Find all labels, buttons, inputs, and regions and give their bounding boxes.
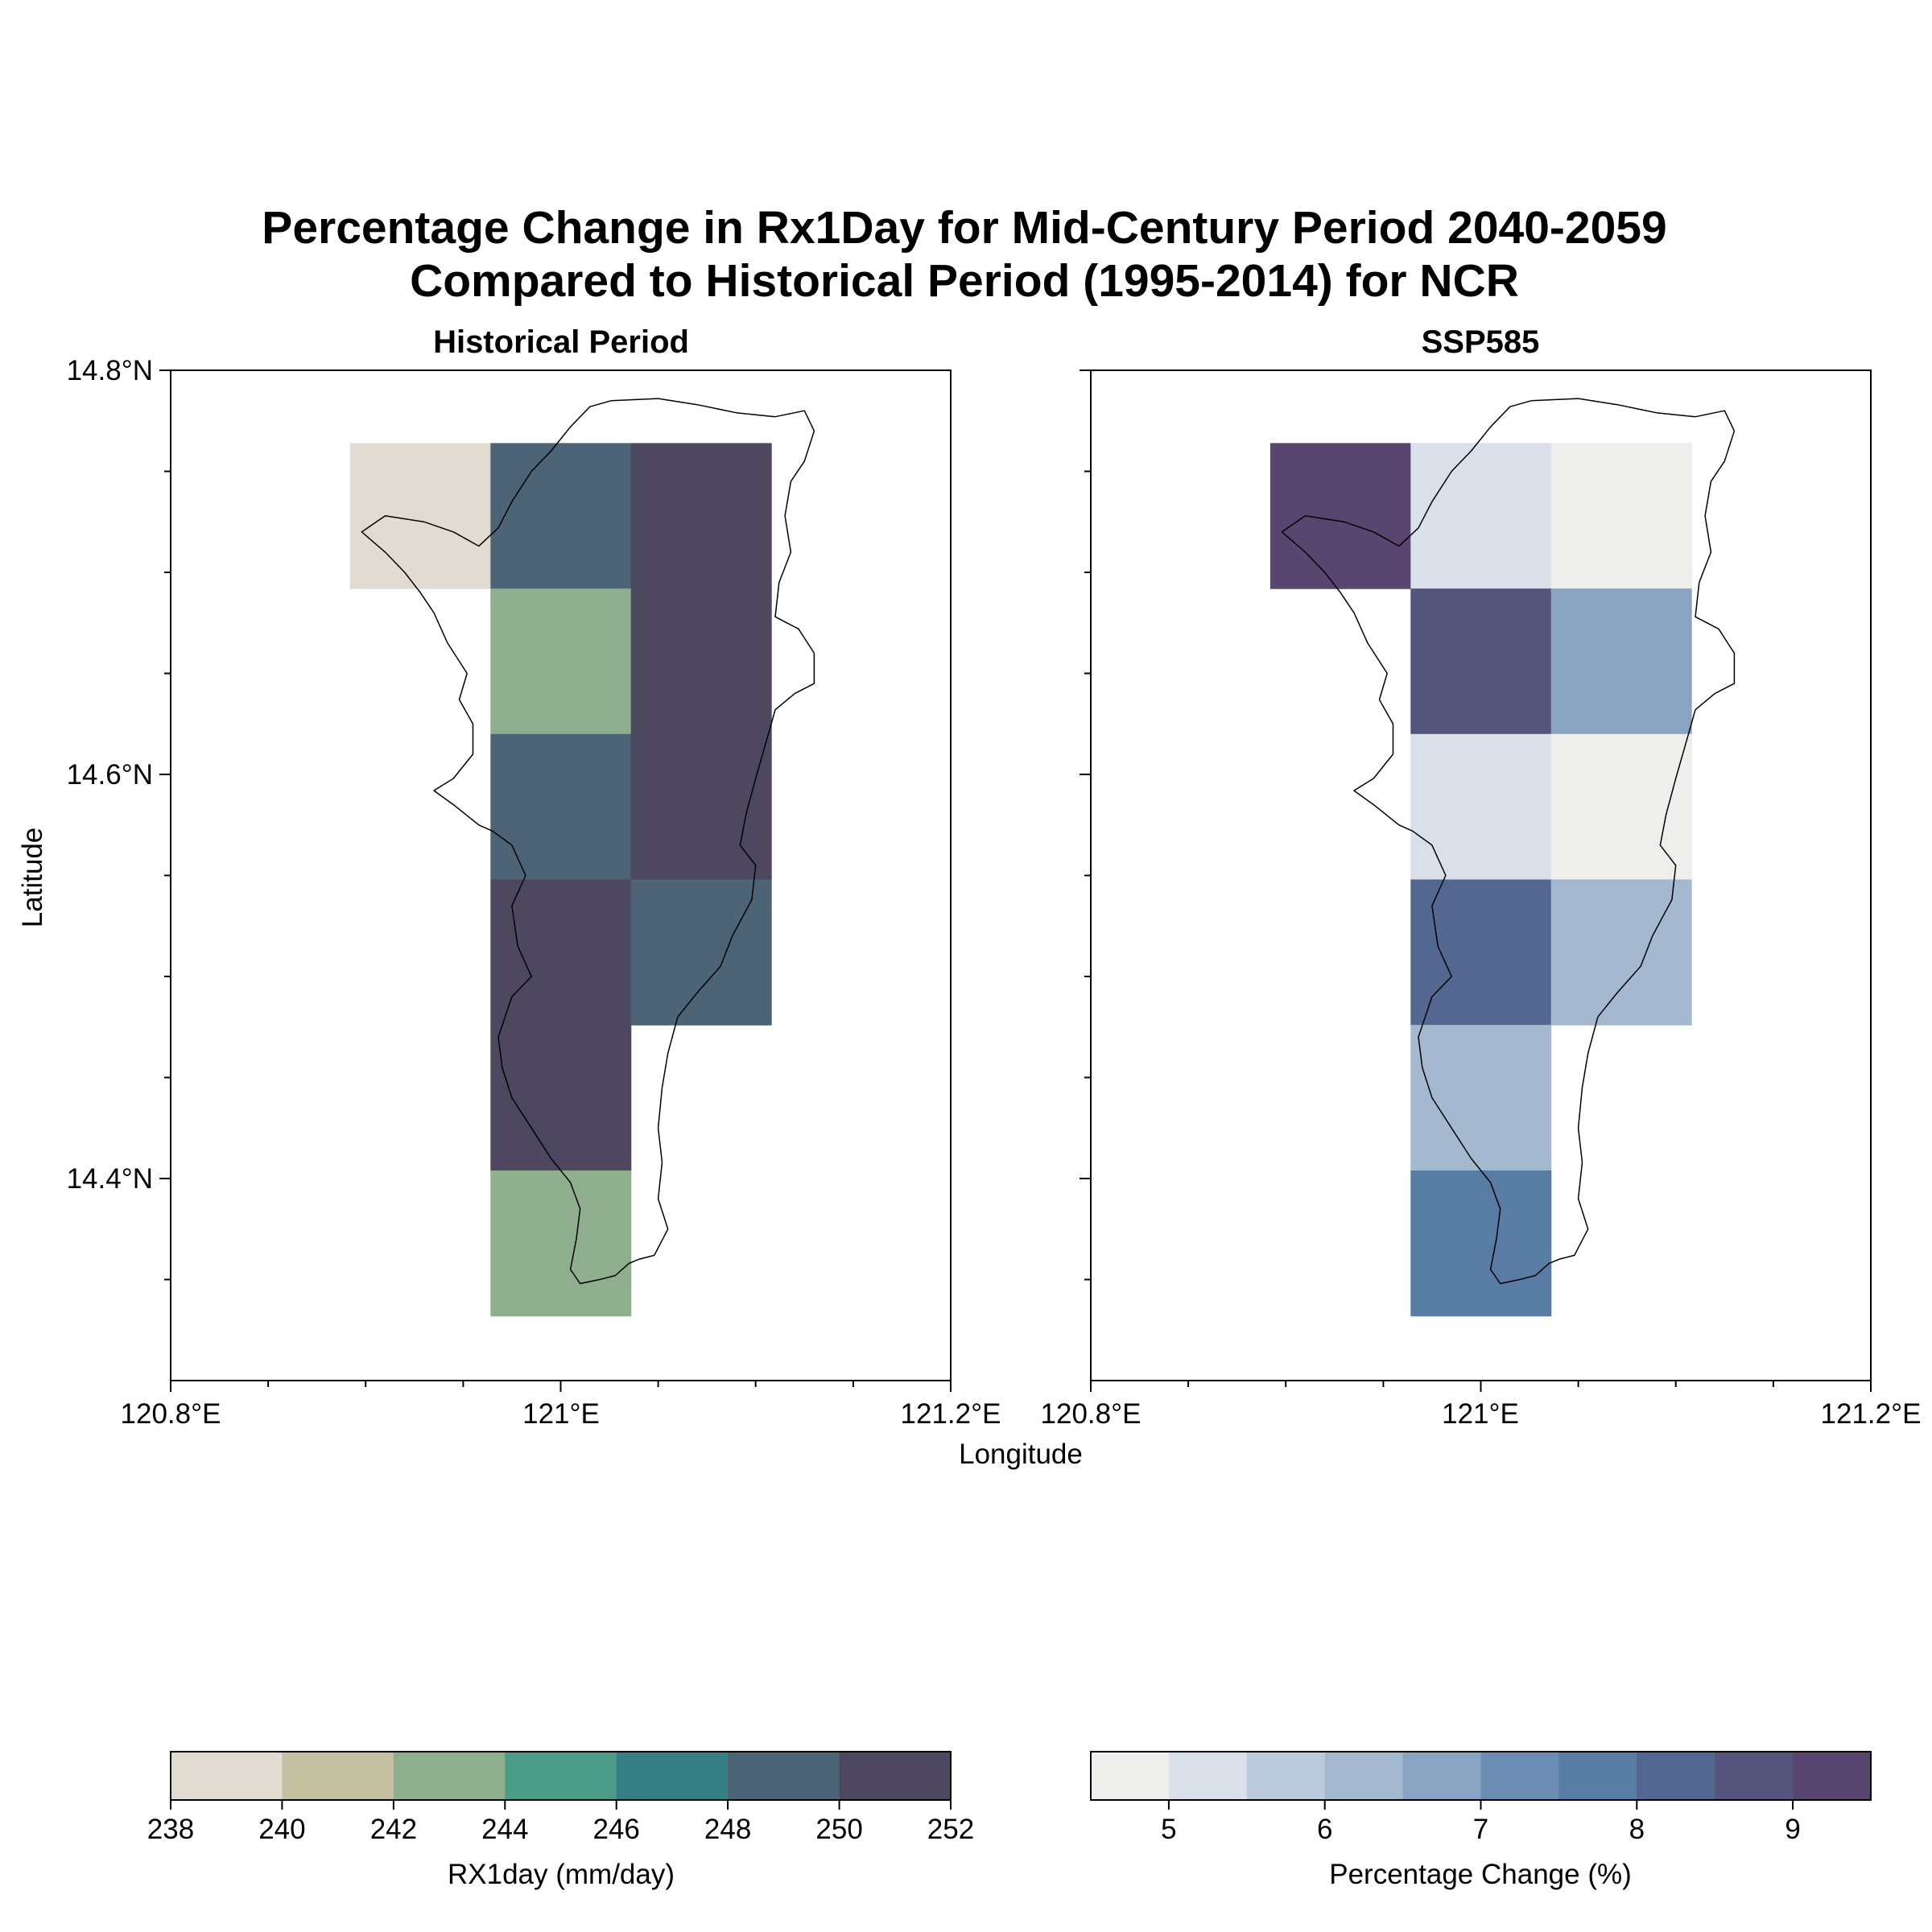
colorbar-tick-label: 250 (815, 1814, 862, 1845)
colorbar-tick-label: 8 (1629, 1814, 1645, 1845)
y-axis-label: Latitude (17, 828, 48, 928)
colorbar-segment (1558, 1752, 1637, 1800)
colorbar-segment (1480, 1752, 1559, 1800)
colorbar-tick-label: 252 (927, 1814, 974, 1845)
ssp585-coastline (1281, 398, 1736, 1285)
grid-cell (1410, 1170, 1552, 1317)
colorbar-tick-label: 244 (481, 1814, 528, 1845)
grid-cell (490, 443, 632, 589)
grid-cell (490, 879, 632, 1026)
grid-cell (1410, 1025, 1552, 1171)
grid-cell (349, 443, 491, 589)
colorbar-segment (1168, 1752, 1248, 1800)
colorbar-tick-label: 248 (704, 1814, 751, 1845)
y-tick-label: 14.4°N (67, 1163, 153, 1195)
colorbar-tick-label: 240 (258, 1814, 305, 1845)
colorbar-tick-label: 6 (1317, 1814, 1332, 1845)
colorbar-tick-label: 246 (592, 1814, 639, 1845)
grid-cell (490, 1170, 632, 1317)
grid-cell (490, 588, 632, 735)
percentage-change-colorbar: 5 6 7 8 9 Percentage Change (%) (1090, 1751, 1872, 1890)
ncr-boundary-line (361, 398, 815, 1285)
x-tick-label: 120.8°E (1041, 1398, 1141, 1430)
grid-cell (630, 443, 772, 589)
colorbar-tick-label: 238 (147, 1814, 194, 1845)
colorbar-segment (1715, 1752, 1794, 1800)
x-tick-label: 121.2°E (1821, 1398, 1922, 1430)
colorbar-segment (1246, 1752, 1326, 1800)
panel-title-ssp585: SSP585 (1422, 324, 1540, 360)
grid-cell (490, 733, 632, 881)
colorbar-segment (1324, 1752, 1404, 1800)
colorbar-segment (1637, 1752, 1715, 1800)
percentage-change-colorbar-label: Percentage Change (%) (1329, 1859, 1632, 1890)
x-axis-label: Longitude (959, 1439, 1083, 1470)
ssp585-grid-cells (1269, 443, 1692, 1317)
colorbar-tick-label: 7 (1473, 1814, 1488, 1845)
x-tick-label: 120.8°E (121, 1398, 221, 1430)
historical-axis-ticks (159, 369, 952, 1392)
figure-title-line2: Compared to Historical Period (1995-2014… (410, 255, 1519, 307)
ssp585-map-panel: SSP585 120.8°E 121°E 121.2°E (1041, 324, 1922, 1430)
grid-cell (630, 588, 772, 735)
y-tick-label: 14.6°N (67, 759, 153, 791)
colorbar-segment (282, 1752, 394, 1800)
colorbar-segment (728, 1752, 840, 1800)
grid-cell (1410, 443, 1552, 589)
historical-grid-cells (349, 443, 772, 1317)
figure-title-line1: Percentage Change in Rx1Day for Mid-Cent… (262, 202, 1666, 254)
historical-map-panel: Historical Period 120.8°E 121°E 121.2°E … (67, 324, 1001, 1430)
colorbar-segment (505, 1752, 617, 1800)
grid-cell (490, 1025, 632, 1171)
colorbar-segment (393, 1752, 506, 1800)
grid-cell (630, 879, 772, 1026)
colorbar-segment (839, 1752, 952, 1800)
grid-cell (1410, 588, 1552, 735)
colorbar-tick-label: 242 (370, 1814, 417, 1845)
grid-cell (1550, 588, 1692, 735)
colorbar-segment (616, 1752, 729, 1800)
grid-cell (1550, 443, 1692, 589)
x-tick-label: 121°E (1442, 1398, 1519, 1430)
colorbar-segment (171, 1752, 283, 1800)
y-tick-label: 14.8°N (67, 355, 153, 386)
x-tick-label: 121.2°E (901, 1398, 1001, 1430)
grid-cell (1410, 879, 1552, 1026)
colorbar-segment (1793, 1752, 1872, 1800)
ssp585-axis-ticks (1080, 369, 1872, 1392)
ncr-boundary-line (1281, 398, 1736, 1285)
colorbar-segment (1091, 1752, 1170, 1800)
x-tick-label: 121°E (522, 1398, 600, 1430)
grid-cell (1410, 733, 1552, 881)
panel-title-historical: Historical Period (433, 324, 689, 360)
grid-cell (1269, 443, 1411, 589)
colorbar-tick-label: 5 (1161, 1814, 1176, 1845)
historical-coastline (361, 398, 815, 1285)
grid-cell (1550, 879, 1692, 1026)
colorbar-tick-label: 9 (1785, 1814, 1800, 1845)
rx1day-colorbar: 238 240 242 244 246 248 250 252 RX1day (mm/day) (147, 1751, 974, 1890)
colorbar-segment (1402, 1752, 1482, 1800)
rx1day-colorbar-frame (170, 1751, 952, 1801)
rx1day-colorbar-label: RX1day (mm/day) (448, 1859, 675, 1890)
